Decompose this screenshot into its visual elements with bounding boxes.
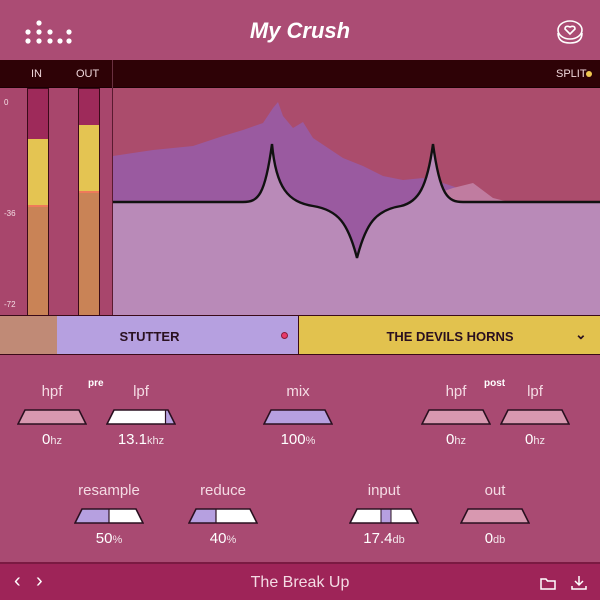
value-unit: % xyxy=(226,534,237,546)
knob-label: hpf xyxy=(41,383,63,400)
eq-curve[interactable] xyxy=(113,143,600,259)
dots-logo-icon xyxy=(25,20,72,44)
out-fader[interactable] xyxy=(460,508,530,524)
eq-fill xyxy=(113,144,600,315)
download-icon[interactable] xyxy=(571,575,587,591)
knob-label: lpf xyxy=(527,383,543,400)
knob-label: lpf xyxy=(133,383,149,400)
value-unit: hz xyxy=(533,435,545,447)
mix-fader[interactable] xyxy=(263,409,333,425)
mode-strip: STUTTER THE DEVILS HORNS ⌄ xyxy=(0,315,600,355)
value-number: 100 xyxy=(280,431,306,448)
scale-label: -72 xyxy=(4,300,16,309)
resample-fader[interactable] xyxy=(74,508,144,524)
scale-label: -36 xyxy=(4,209,16,218)
knob-value: 50% xyxy=(59,530,159,547)
value-number: 0 xyxy=(446,431,455,448)
knob-value: 0hz xyxy=(406,431,506,448)
post-label: post xyxy=(484,378,506,389)
chevron-left-icon[interactable]: ‹ xyxy=(14,570,21,592)
knob-label: reduce xyxy=(200,482,246,499)
value-number: 0 xyxy=(525,431,534,448)
mode-dot xyxy=(281,332,288,339)
scale-label: 0 xyxy=(4,98,9,107)
header: My Crush xyxy=(0,0,600,60)
value-number: 0 xyxy=(484,530,494,547)
value-number: 13.1 xyxy=(117,431,148,448)
value-unit: db xyxy=(392,534,405,546)
level-meters: 0 -36 -72 xyxy=(0,88,113,315)
value-number: 17.4 xyxy=(363,530,393,547)
mode-button[interactable]: STUTTER xyxy=(57,316,298,354)
chevron-down-icon: ⌄ xyxy=(575,326,587,342)
hpf-fader[interactable] xyxy=(421,409,491,425)
value-unit: khz xyxy=(147,435,165,447)
spectrum-display[interactable] xyxy=(113,88,600,315)
split-button[interactable]: SPLIT xyxy=(556,68,587,80)
plugin-title: My Crush xyxy=(249,18,351,43)
value-unit: % xyxy=(112,534,123,546)
in-meter xyxy=(27,88,49,315)
knob-value: 0hz xyxy=(485,431,585,448)
value-unit: hz xyxy=(454,435,466,447)
preset-label: THE DEVILS HORNS xyxy=(386,329,514,344)
value-number: 50 xyxy=(95,530,113,547)
out-label: OUT xyxy=(76,68,100,80)
value-unit: hz xyxy=(50,435,62,447)
value-number: 0 xyxy=(42,431,51,448)
in-label: IN xyxy=(31,68,42,80)
strip-left-block xyxy=(0,316,57,354)
preset-dropdown[interactable]: THE DEVILS HORNS ⌄ xyxy=(298,316,600,354)
knob-value: 0hz xyxy=(2,431,102,448)
meter-header-bar: IN OUT SPLIT xyxy=(0,60,600,88)
lpf-fader[interactable] xyxy=(106,409,176,425)
knob-value: 0db xyxy=(445,530,545,547)
input-fader[interactable] xyxy=(349,508,419,524)
knob-label: hpf xyxy=(445,383,467,400)
knob-label: resample xyxy=(78,482,140,499)
knob-label: out xyxy=(484,482,506,499)
knob-value: 40% xyxy=(173,530,273,547)
knob-label: mix xyxy=(286,383,310,400)
preset-name[interactable]: The Break Up xyxy=(250,574,350,591)
hpf-fader[interactable] xyxy=(17,409,87,425)
pre-label: pre xyxy=(88,378,104,389)
reduce-fader[interactable] xyxy=(188,508,258,524)
footer: ‹ › The Break Up xyxy=(0,562,600,600)
divider xyxy=(112,60,113,88)
lpf-fader[interactable] xyxy=(500,409,570,425)
heart-stack-icon[interactable] xyxy=(555,18,585,46)
knob-value: 17.4db xyxy=(334,530,434,547)
out-meter xyxy=(78,88,100,315)
knob-value: 13.1khz xyxy=(91,431,191,448)
folder-icon[interactable] xyxy=(540,577,556,590)
knob-value: 100% xyxy=(248,431,348,448)
mode-label: STUTTER xyxy=(119,329,180,344)
value-unit: db xyxy=(493,534,506,546)
value-number: 40 xyxy=(209,530,227,547)
knob-label: input xyxy=(367,482,401,499)
value-unit: % xyxy=(305,435,316,447)
split-indicator xyxy=(586,71,592,77)
chevron-right-icon[interactable]: › xyxy=(36,570,43,592)
